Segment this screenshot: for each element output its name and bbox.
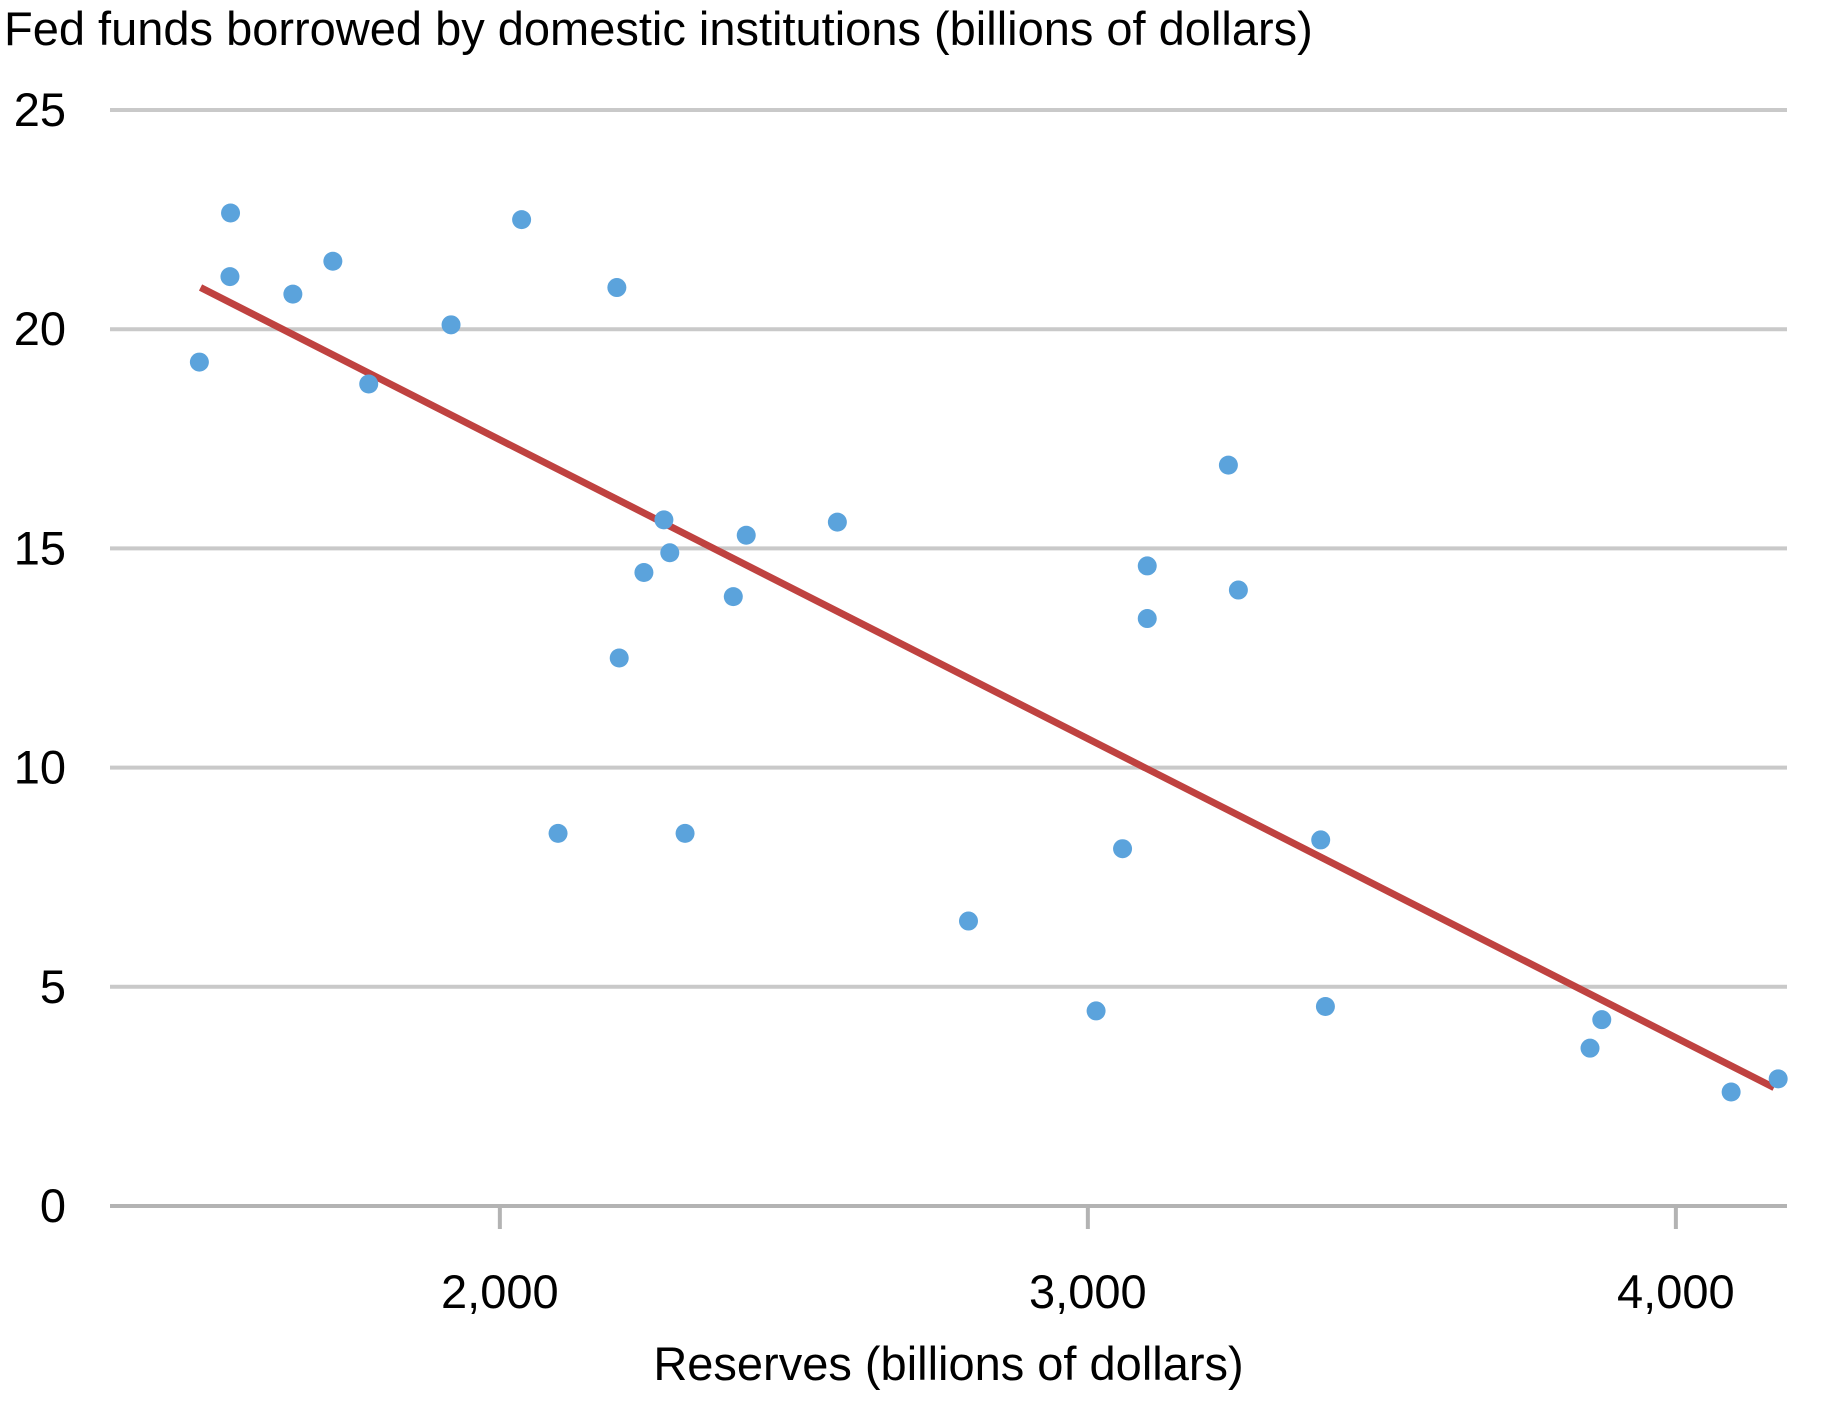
data-point [323,251,343,271]
y-tick-label: 20 [14,302,66,355]
y-tick-label: 15 [14,521,66,574]
data-point [283,284,303,304]
data-point [1580,1038,1600,1058]
data-point [441,315,461,335]
chart-title: Fed funds borrowed by domestic instituti… [4,2,1313,55]
data-point [1311,830,1331,850]
data-point [1113,839,1133,859]
x-tick-label: 2,000 [441,1265,559,1318]
data-point [220,267,240,287]
y-tick-label: 25 [14,83,66,136]
data-point [1768,1069,1788,1089]
x-tick-label: 4,000 [1617,1265,1735,1318]
y-tick-label: 10 [14,741,66,794]
data-point [1228,580,1248,600]
data-point [675,823,695,843]
y-tick-label: 5 [40,960,66,1013]
data-point [654,510,674,530]
data-point [1592,1010,1612,1030]
data-point [548,823,568,843]
data-point [512,210,532,230]
trend-line [198,284,1776,1091]
data-point [1137,609,1157,629]
x-tick-label: 3,000 [1029,1265,1147,1318]
data-point [634,563,654,583]
data-point [660,543,680,563]
data-point [723,587,743,607]
data-point [609,648,629,668]
data-point [1721,1082,1741,1102]
data-point [1218,455,1238,475]
data-point [958,911,978,931]
data-point [1137,556,1157,576]
data-point [359,374,379,394]
data-point [736,525,756,545]
x-axis-title: Reserves (billions of dollars) [653,1337,1244,1390]
data-point [1315,997,1335,1017]
data-point [827,512,847,532]
data-point [221,203,241,223]
data-point [1086,1001,1106,1021]
data-point [607,278,627,298]
data-point [189,352,209,372]
y-tick-label: 0 [40,1179,66,1232]
